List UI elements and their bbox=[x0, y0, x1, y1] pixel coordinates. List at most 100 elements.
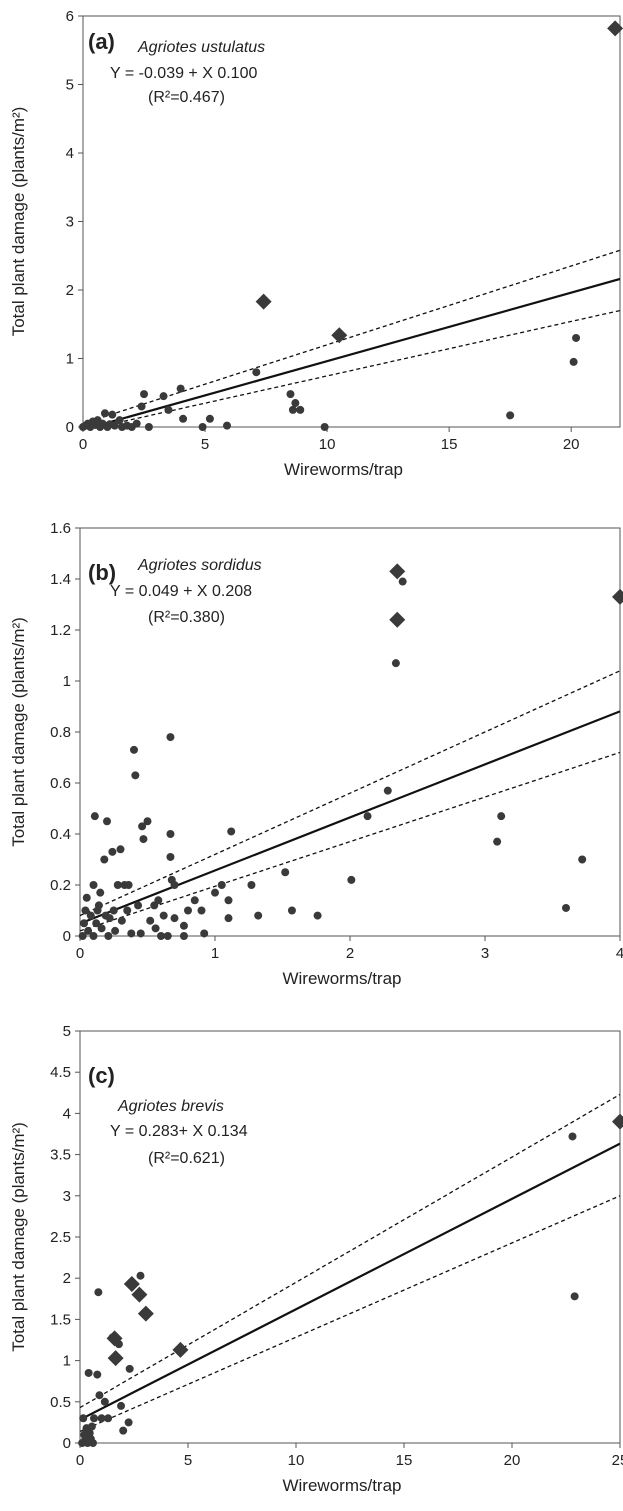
species-name: Agriotes ustulatus bbox=[137, 39, 265, 56]
data-point-circle bbox=[227, 827, 236, 836]
data-point-circle bbox=[132, 419, 141, 428]
plot-area-frame bbox=[79, 1030, 621, 1444]
data-point-circle bbox=[131, 771, 140, 780]
data-point-circle bbox=[105, 914, 114, 923]
x-axis-label: Wireworms/trap bbox=[282, 969, 401, 988]
data-point-circle bbox=[111, 926, 120, 935]
data-point-circle bbox=[179, 921, 188, 930]
data-point-circle bbox=[96, 888, 105, 897]
r-squared: (R²=0.621) bbox=[148, 1150, 225, 1167]
data-point-diamond bbox=[106, 1330, 123, 1347]
data-point-circle bbox=[82, 893, 91, 902]
x-tick-label: 0 bbox=[79, 436, 87, 453]
y-tick-label: 1.2 bbox=[50, 622, 71, 639]
data-point-circle bbox=[143, 817, 152, 826]
y-axis-label: Total plant damage (plants/m²) bbox=[9, 1122, 28, 1352]
y-tick-label: 5 bbox=[63, 1023, 71, 1040]
y-tick-label: 4.5 bbox=[50, 1064, 71, 1081]
x-tick-label: 5 bbox=[201, 436, 209, 453]
data-point-circle bbox=[115, 416, 124, 425]
data-point-circle bbox=[136, 929, 145, 938]
data-point-circle bbox=[281, 868, 290, 877]
data-point-circle bbox=[108, 410, 117, 419]
data-point-circle bbox=[90, 812, 99, 821]
data-point-circle bbox=[124, 881, 133, 889]
data-point-circle bbox=[151, 924, 160, 933]
data-point-diamond bbox=[255, 293, 272, 310]
data-point-circle bbox=[166, 852, 175, 861]
data-point-circle bbox=[205, 414, 214, 423]
regression-equation: Y = 0.049 + X 0.208 bbox=[110, 583, 252, 600]
y-tick-label: 0.4 bbox=[50, 826, 71, 843]
x-tick-label: 2 bbox=[346, 945, 354, 962]
confidence-band-upper bbox=[80, 1093, 620, 1409]
data-point-circle bbox=[198, 423, 207, 431]
confidence-band-lower bbox=[80, 1195, 620, 1433]
data-point-circle bbox=[166, 830, 175, 838]
data-point-circle bbox=[124, 1418, 133, 1427]
data-point-circle bbox=[94, 901, 103, 910]
data-point-circle bbox=[391, 659, 400, 668]
data-point-circle bbox=[506, 411, 515, 420]
data-point-circle bbox=[110, 421, 119, 430]
data-point-circle bbox=[78, 932, 87, 940]
data-point-circle bbox=[176, 384, 185, 393]
data-point-diamond bbox=[107, 1350, 124, 1367]
data-point-circle bbox=[572, 333, 581, 342]
x-tick-label: 20 bbox=[504, 1452, 521, 1469]
data-point-circle bbox=[287, 906, 296, 915]
x-tick-label: 0 bbox=[76, 945, 84, 962]
x-tick-label: 0 bbox=[76, 1452, 84, 1469]
data-point-circle bbox=[146, 916, 155, 925]
data-point-circle bbox=[159, 392, 168, 401]
data-point-circle bbox=[578, 855, 587, 864]
panel-letter: (c) bbox=[88, 1063, 115, 1088]
panel-letter: (b) bbox=[88, 560, 116, 585]
regression-line bbox=[80, 710, 620, 925]
data-point-circle bbox=[157, 932, 165, 940]
y-tick-label: 0.5 bbox=[50, 1394, 71, 1411]
data-point-circle bbox=[94, 1288, 103, 1297]
data-point-circle bbox=[144, 423, 153, 431]
r-squared: (R²=0.467) bbox=[148, 89, 225, 106]
confidence-band-upper bbox=[83, 249, 620, 425]
data-point-circle bbox=[288, 405, 297, 414]
y-tick-label: 4 bbox=[66, 145, 74, 162]
data-point-circle bbox=[313, 911, 322, 920]
x-tick-label: 5 bbox=[184, 1452, 192, 1469]
data-point-circle bbox=[254, 911, 263, 920]
data-point-circle bbox=[100, 1397, 109, 1406]
data-point-circle bbox=[570, 1292, 579, 1301]
data-point-circle bbox=[100, 855, 109, 864]
data-point-circle bbox=[123, 906, 132, 915]
data-point-diamond bbox=[612, 588, 623, 605]
data-point-diamond bbox=[137, 1305, 154, 1322]
data-point-circle bbox=[166, 733, 175, 742]
data-point-circle bbox=[252, 368, 261, 377]
data-point-circle bbox=[164, 405, 173, 414]
data-point-circle bbox=[79, 1414, 88, 1423]
y-axis-label: Total plant damage (plants/m²) bbox=[9, 107, 28, 337]
y-tick-label: 4 bbox=[63, 1105, 71, 1122]
data-point-circle bbox=[116, 845, 125, 854]
data-point-diamond bbox=[607, 20, 623, 37]
data-point-circle bbox=[200, 929, 209, 938]
data-point-circle bbox=[84, 926, 93, 935]
data-point-circle bbox=[363, 812, 372, 821]
x-tick-label: 15 bbox=[441, 436, 458, 453]
data-point-circle bbox=[80, 919, 89, 928]
data-point-circle bbox=[247, 881, 256, 889]
y-tick-label: 5 bbox=[66, 77, 74, 94]
data-point-circle bbox=[291, 399, 300, 408]
data-point-circle bbox=[562, 903, 570, 912]
data-point-diamond bbox=[331, 327, 348, 344]
data-point-diamond bbox=[389, 563, 406, 580]
r-squared: (R²=0.380) bbox=[148, 609, 225, 626]
y-tick-label: 2 bbox=[63, 1270, 71, 1287]
data-point-diamond bbox=[172, 1341, 189, 1358]
data-point-circle bbox=[398, 577, 407, 586]
data-point-circle bbox=[190, 896, 199, 905]
x-tick-label: 10 bbox=[288, 1452, 305, 1469]
data-point-circle bbox=[224, 914, 233, 923]
data-point-circle bbox=[159, 911, 168, 920]
